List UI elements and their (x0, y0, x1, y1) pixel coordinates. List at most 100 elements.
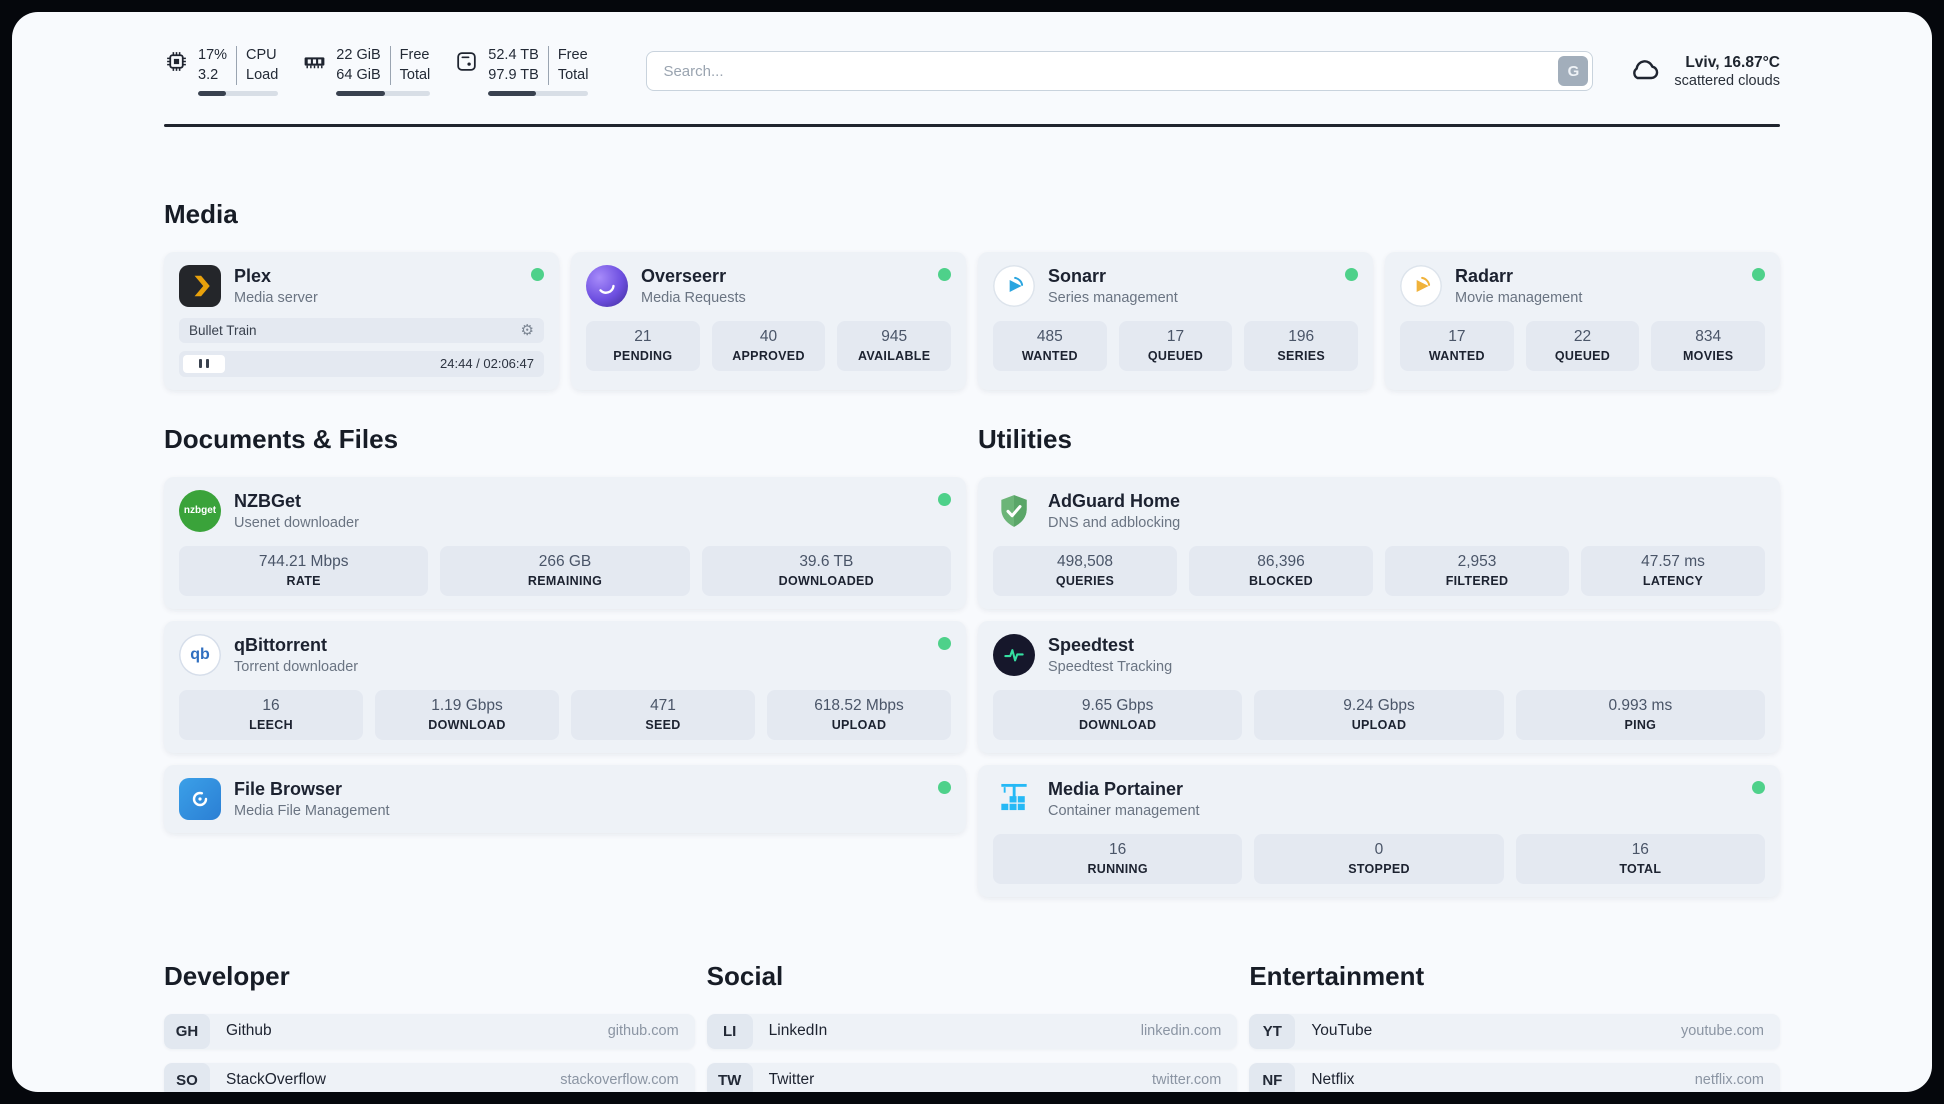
utilities-section-title: Utilities (978, 423, 1072, 454)
stat-box: 17 WANTED (1400, 320, 1514, 371)
cpu-progress-fill (198, 91, 227, 97)
player-bar: 24:44 / 02:06:47 (179, 350, 544, 377)
header-divider (164, 124, 1780, 127)
cpu-load-label: Load (246, 66, 279, 83)
now-playing-title: Bullet Train (189, 322, 257, 338)
stat-box: 47.57 ms LATENCY (1581, 545, 1765, 596)
portainer-card[interactable]: Media Portainer Container management 16 … (978, 764, 1780, 897)
service-subtitle: Media Requests (641, 289, 746, 306)
bookmark-abbr: TW (706, 1062, 753, 1092)
bookmark-name: StackOverflow (226, 1071, 326, 1089)
documents-column: Documents & Files nzbget NZBGet Usenet d… (164, 424, 966, 845)
stat-box: 498,508 QUERIES (993, 545, 1177, 596)
qbittorrent-card[interactable]: qb qBittorrent Torrent downloader 16 LEE… (164, 620, 966, 753)
status-online-dot (938, 780, 951, 794)
stat-box: 9.24 Gbps UPLOAD (1254, 689, 1504, 740)
media-section: Media Plex Media server Bullet Train ⚙ (164, 199, 1780, 390)
service-subtitle: Torrent downloader (234, 658, 359, 675)
bookmark-url: twitter.com (1152, 1072, 1222, 1089)
stat-box: 21 PENDING (586, 320, 700, 371)
disk-free-value: 52.4 TB (488, 47, 539, 63)
service-subtitle: Media server (234, 289, 318, 306)
cloud-icon (1627, 51, 1663, 92)
service-name: Overseerr (641, 265, 727, 286)
stat-box: 196 SERIES (1244, 320, 1359, 371)
bookmark-abbr: LI (706, 1013, 753, 1049)
bookmark-youtube[interactable]: YT YouTube youtube.com (1249, 1013, 1780, 1049)
filebrowser-card[interactable]: File Browser Media File Management (164, 764, 966, 833)
service-name: File Browser (234, 778, 343, 799)
service-name: Media Portainer (1048, 778, 1184, 799)
qbittorrent-icon: qb (179, 633, 221, 676)
search-input[interactable] (646, 51, 1594, 92)
speedtest-icon (993, 633, 1035, 676)
now-playing-bar: Bullet Train ⚙ (179, 317, 544, 343)
bookmark-twitter[interactable]: TW Twitter twitter.com (706, 1062, 1238, 1092)
disk-total-label: Total (557, 66, 589, 83)
plex-card[interactable]: Plex Media server Bullet Train ⚙ 24:44 /… (164, 251, 559, 390)
stat-box: 16 RUNNING (993, 833, 1243, 884)
stat-box: 2,953 FILTERED (1385, 545, 1569, 596)
bookmark-url: netflix.com (1694, 1072, 1764, 1089)
stat-box: 17 QUEUED (1118, 320, 1233, 371)
stat-box: 266 GB REMAINING (440, 545, 690, 596)
social-section-title: Social (706, 960, 784, 991)
bookmark-stackoverflow[interactable]: SO StackOverflow stackoverflow.com (164, 1062, 695, 1092)
documents-section-title: Documents & Files (164, 423, 399, 454)
service-subtitle: Movie management (1455, 289, 1583, 306)
status-online-dot (938, 267, 951, 281)
weather-condition: scattered clouds (1674, 72, 1780, 89)
service-subtitle: Speedtest Tracking (1048, 658, 1173, 675)
service-subtitle: Series management (1048, 289, 1178, 306)
service-name: NZBGet (234, 490, 301, 511)
portainer-icon (993, 778, 1035, 820)
cpu-progress-track (198, 91, 279, 97)
disk-free-label: Free (557, 47, 588, 63)
sonarr-card[interactable]: Sonarr Series management 485 WANTED 17 Q… (978, 251, 1373, 390)
stat-box: 40 APPROVED (711, 320, 826, 371)
social-column: Social LI LinkedIn linkedin.com TW Twitt… (706, 960, 1238, 1092)
developer-column: Developer GH Github github.com SO StackO… (164, 961, 695, 1092)
bookmark-abbr: SO (164, 1062, 210, 1092)
cpu-percent: 17% (198, 47, 228, 63)
adguard-icon (993, 490, 1035, 532)
bookmark-url: github.com (607, 1023, 679, 1040)
disk-progress-fill (488, 91, 537, 97)
bookmark-name: LinkedIn (768, 1022, 828, 1040)
search-engine-button[interactable]: G (1558, 56, 1589, 87)
stat-box: 39.6 TB DOWNLOADED (701, 545, 951, 596)
status-online-dot (938, 492, 951, 506)
status-online-dot (531, 267, 544, 281)
ram-free-label: Free (399, 47, 430, 63)
bookmark-abbr: NF (1249, 1062, 1296, 1092)
ram-icon (302, 46, 327, 96)
service-name: Speedtest (1048, 634, 1135, 655)
overseerr-card[interactable]: Overseerr Media Requests 21 PENDING 40 A… (571, 251, 966, 390)
stat-box: 0.993 ms PING (1515, 689, 1765, 740)
status-online-dot (1752, 780, 1765, 794)
ram-total-label: Total (399, 66, 431, 83)
pause-button[interactable] (183, 354, 225, 373)
search-bar: G (646, 51, 1594, 92)
stat-box: 16 TOTAL (1515, 833, 1765, 884)
adguard-card[interactable]: AdGuard Home DNS and adblocking 498,508 … (978, 476, 1780, 609)
utilities-column: Utilities AdGuard Home DNS and adblockin… (978, 424, 1780, 909)
service-subtitle: DNS and adblocking (1048, 514, 1181, 531)
speedtest-card[interactable]: Speedtest Speedtest Tracking 9.65 Gbps D… (978, 620, 1780, 753)
service-name: AdGuard Home (1048, 490, 1181, 511)
entertainment-column: Entertainment YT YouTube youtube.com NF … (1249, 961, 1780, 1092)
stat-box: 86,396 BLOCKED (1189, 545, 1373, 596)
radarr-card[interactable]: Radarr Movie management 17 WANTED 22 QUE… (1385, 251, 1780, 390)
gear-icon[interactable]: ⚙ (520, 321, 534, 339)
bookmark-github[interactable]: GH Github github.com (164, 1013, 695, 1049)
stat-box: 1.19 Gbps DOWNLOAD (375, 689, 559, 740)
radarr-icon (1400, 264, 1442, 307)
bookmark-netflix[interactable]: NF Netflix netflix.com (1249, 1062, 1780, 1092)
nzbget-card[interactable]: nzbget NZBGet Usenet downloader 744.21 M… (164, 476, 966, 609)
ram-free-value: 22 GiB (336, 47, 381, 63)
bookmark-abbr: GH (164, 1013, 210, 1049)
service-name: Radarr (1455, 265, 1514, 286)
bookmark-name: Twitter (768, 1071, 815, 1089)
bookmark-linkedin[interactable]: LI LinkedIn linkedin.com (706, 1013, 1238, 1049)
